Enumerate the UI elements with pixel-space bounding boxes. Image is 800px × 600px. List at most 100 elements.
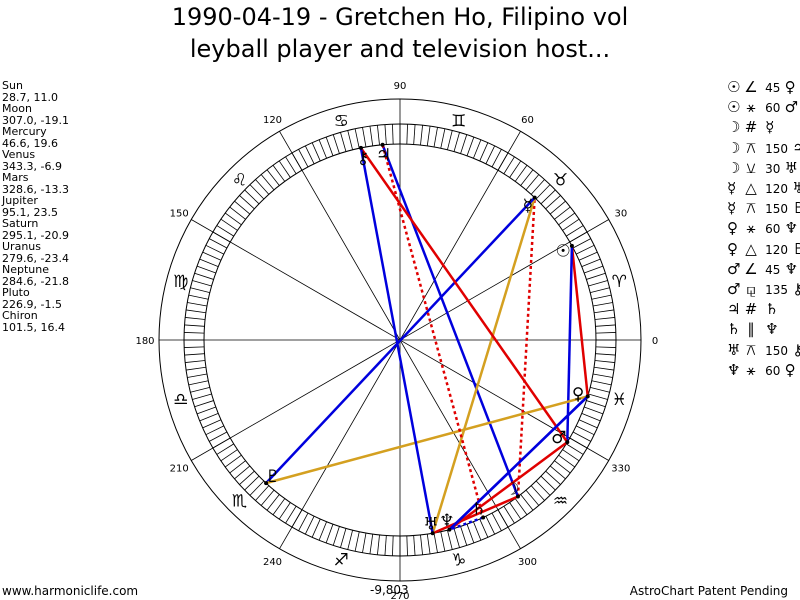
aspect-angle: 60 bbox=[765, 222, 781, 237]
ring-tick bbox=[234, 465, 251, 480]
ring-tick bbox=[266, 169, 280, 186]
ring-tick bbox=[216, 225, 234, 237]
aspect-line bbox=[265, 196, 536, 484]
ring-tick bbox=[535, 480, 551, 496]
aspect-planet-2: ♇ bbox=[792, 239, 800, 258]
ring-tick bbox=[460, 526, 468, 546]
bottom-value: -9,803 bbox=[370, 583, 409, 597]
ring-tick bbox=[591, 294, 612, 300]
website-link[interactable]: www.harmoniclife.com bbox=[2, 584, 139, 598]
aspect-row: ♄ ∥ ♆ bbox=[727, 320, 800, 340]
ring-tick bbox=[540, 475, 556, 491]
aspect-row: ♀ ⚹ 60 ♆ bbox=[727, 219, 800, 239]
zodiac-sign-glyph: ♋ bbox=[334, 112, 349, 132]
aspect-symbol: ∠ bbox=[744, 78, 758, 96]
planet-glyph: ♂ bbox=[551, 428, 566, 448]
ring-tick bbox=[525, 174, 540, 191]
ring-tick bbox=[578, 251, 598, 261]
ring-tick bbox=[260, 489, 275, 506]
ring-tick bbox=[220, 449, 238, 462]
ring-tick bbox=[285, 506, 297, 524]
aspect-line bbox=[432, 495, 519, 535]
aspect-planet-1: ♂ bbox=[727, 280, 741, 299]
ring-tick bbox=[229, 460, 246, 474]
ring-tick bbox=[285, 156, 297, 174]
aspect-angle: 135 bbox=[765, 283, 789, 298]
planet-coords: 343.3, -6.9 bbox=[2, 159, 62, 173]
ring-tick bbox=[187, 373, 208, 378]
ring-tick bbox=[184, 332, 205, 334]
aspect-symbol: ⚹ bbox=[746, 219, 756, 238]
ring-tick bbox=[185, 317, 206, 320]
planet-marker bbox=[380, 142, 385, 147]
planet-marker bbox=[264, 481, 269, 486]
ring-tick bbox=[272, 498, 286, 515]
aspect-planet-2: ♆ bbox=[784, 219, 799, 238]
ring-tick bbox=[311, 518, 321, 538]
aspect-row: ☿ ⚻ 150 ♇ bbox=[727, 199, 800, 219]
ring-tick bbox=[190, 287, 210, 293]
aspect-symbol: # bbox=[744, 300, 758, 319]
ring-tick bbox=[190, 387, 210, 393]
aspect-planet-2: ♀ bbox=[784, 360, 796, 379]
ring-tick bbox=[298, 149, 309, 168]
ring-tick bbox=[362, 532, 367, 553]
aspect-row: ☽ ⚺ 30 ♅ bbox=[727, 159, 800, 179]
planet-coords: 328.6, -13.3 bbox=[2, 182, 69, 196]
ring-tick bbox=[549, 200, 566, 215]
ring-tick bbox=[187, 302, 208, 307]
aspect-planet-2: ☿ bbox=[765, 118, 775, 137]
ring-tick bbox=[255, 179, 270, 195]
ring-tick bbox=[491, 512, 502, 531]
aspect-angle: 120 bbox=[765, 242, 789, 257]
ring-tick bbox=[377, 125, 380, 146]
degree-label: 330 bbox=[611, 464, 630, 475]
ring-tick bbox=[535, 184, 551, 200]
aspect-line bbox=[570, 245, 589, 397]
ring-tick bbox=[209, 431, 228, 442]
aspect-symbol: ⚻ bbox=[746, 340, 756, 359]
ring-tick bbox=[588, 280, 608, 287]
planet-glyph: ♅ bbox=[423, 514, 438, 534]
aspect-planet-1: ☿ bbox=[727, 199, 737, 218]
ring-tick bbox=[426, 534, 431, 554]
ring-tick bbox=[340, 528, 347, 548]
planet-coords: 284.6, -21.8 bbox=[2, 274, 69, 288]
planet-coords: 46.6, 19.6 bbox=[2, 136, 58, 150]
aspect-planet-1: ☉ bbox=[727, 78, 741, 96]
ring-tick bbox=[186, 309, 206, 314]
ring-tick bbox=[503, 156, 515, 174]
degree-label: 120 bbox=[263, 115, 282, 126]
ring-tick bbox=[225, 212, 242, 226]
aspect-row: ♃ # ♄ bbox=[727, 300, 800, 320]
ring-tick bbox=[447, 130, 453, 150]
planet-marker bbox=[565, 440, 570, 445]
ring-tick bbox=[209, 238, 228, 249]
ring-tick bbox=[594, 309, 614, 314]
ring-tick bbox=[199, 258, 219, 267]
zodiac-sign-glyph: ♒ bbox=[553, 492, 568, 512]
aspect-symbol: ⚺ bbox=[746, 158, 756, 177]
wheel-labels: 0 30 60 90 120 150 180 210 240 270 300 330 ♈ ♉ ♊ ♋ ♌ ♍ ♎ ♏ ♐… bbox=[135, 81, 658, 600]
ring-tick bbox=[503, 506, 515, 524]
planet-marker bbox=[447, 527, 452, 532]
ring-tick bbox=[586, 400, 606, 408]
ring-tick bbox=[453, 132, 460, 152]
aspect-planet-2: ⚷ bbox=[792, 280, 800, 299]
aspect-line bbox=[448, 441, 569, 531]
ring-tick bbox=[377, 534, 380, 555]
ring-tick bbox=[249, 480, 265, 496]
ring-tick bbox=[354, 128, 360, 149]
ring-tick bbox=[266, 494, 280, 511]
chart-title-line-2: leyball player and television host... bbox=[189, 35, 611, 63]
ring-tick bbox=[199, 413, 219, 422]
aspect-line bbox=[359, 147, 434, 534]
planet-marker bbox=[358, 145, 363, 150]
ring-tick bbox=[202, 251, 222, 261]
aspect-row: ☽ # ☿ bbox=[727, 118, 800, 138]
ring-tick bbox=[184, 324, 205, 327]
planet-glyph: ☿ bbox=[523, 196, 533, 216]
ring-tick bbox=[255, 485, 270, 501]
ring-tick bbox=[485, 515, 496, 535]
planet-marker bbox=[515, 494, 520, 499]
